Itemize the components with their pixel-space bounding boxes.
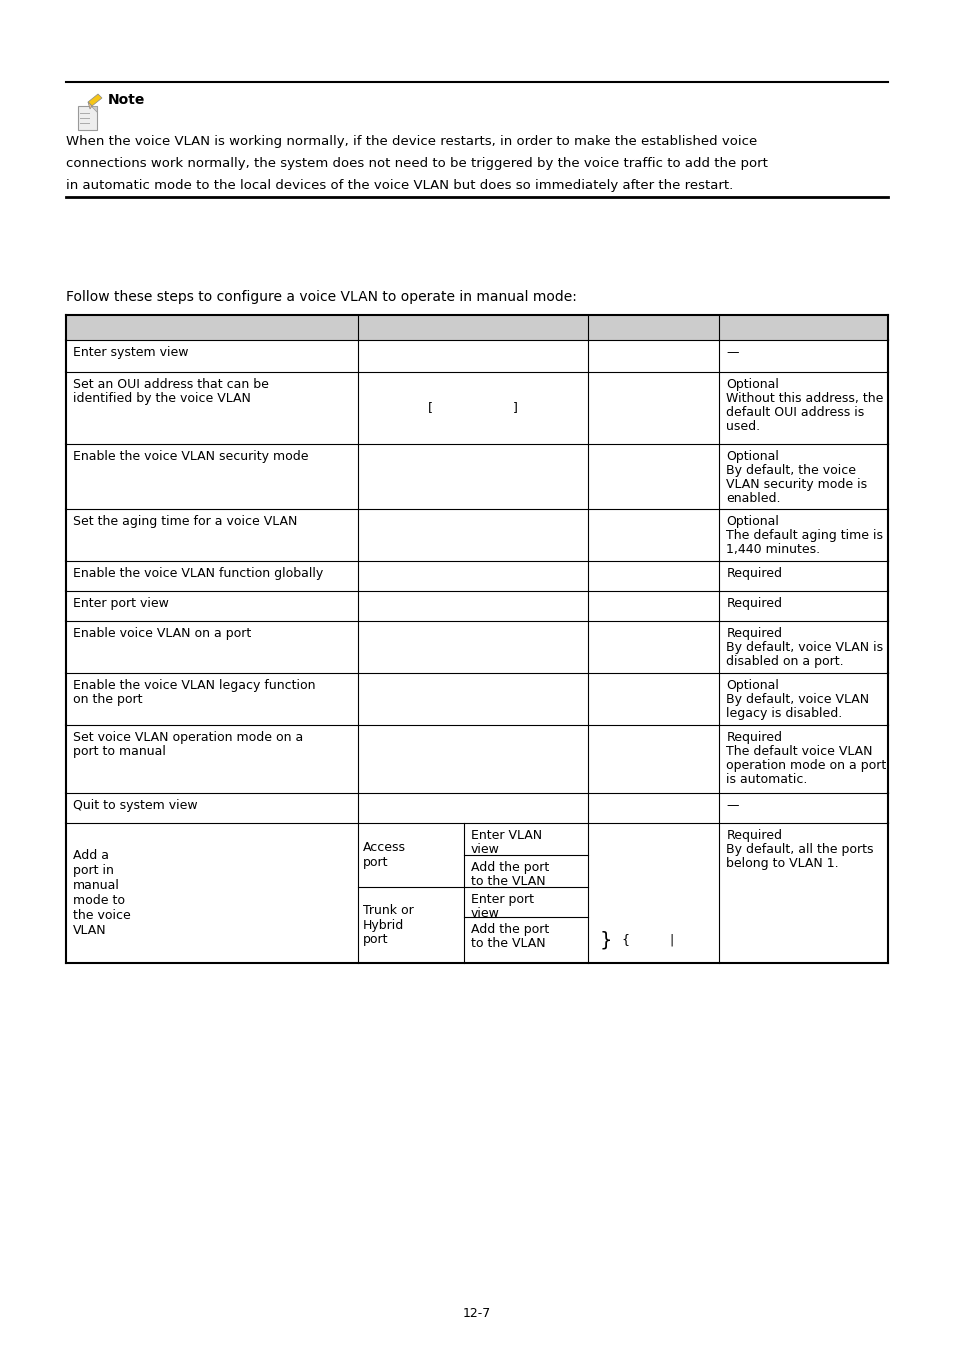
- Text: Optional: Optional: [726, 450, 779, 463]
- Polygon shape: [88, 95, 102, 107]
- Text: The default aging time is: The default aging time is: [726, 529, 882, 541]
- Text: By default, voice VLAN is: By default, voice VLAN is: [726, 641, 882, 653]
- Bar: [78, 107, 97, 130]
- Text: }: }: [599, 930, 612, 949]
- Polygon shape: [88, 103, 91, 109]
- Text: identified by the voice VLAN: identified by the voice VLAN: [73, 392, 251, 405]
- Text: Note: Note: [108, 93, 145, 107]
- Text: Add the port: Add the port: [470, 861, 548, 873]
- Text: Enable the voice VLAN function globally: Enable the voice VLAN function globally: [73, 567, 323, 580]
- Text: Trunk or
Hybrid
port: Trunk or Hybrid port: [362, 903, 414, 946]
- Text: disabled on a port.: disabled on a port.: [726, 655, 843, 668]
- Text: Enable the voice VLAN security mode: Enable the voice VLAN security mode: [73, 450, 308, 463]
- Text: By default, all the ports: By default, all the ports: [726, 842, 873, 856]
- Text: Set the aging time for a voice VLAN: Set the aging time for a voice VLAN: [73, 514, 297, 528]
- Text: on the port: on the port: [73, 693, 142, 706]
- Text: legacy is disabled.: legacy is disabled.: [726, 707, 841, 720]
- Text: —: —: [726, 346, 739, 359]
- Text: The default voice VLAN: The default voice VLAN: [726, 745, 872, 757]
- Text: connections work normally, the system does not need to be triggered by the voice: connections work normally, the system do…: [66, 157, 767, 170]
- Text: Set an OUI address that can be: Set an OUI address that can be: [73, 378, 269, 392]
- Text: view: view: [470, 842, 499, 856]
- Text: Add the port: Add the port: [470, 923, 548, 936]
- Text: Enable voice VLAN on a port: Enable voice VLAN on a port: [73, 626, 251, 640]
- Text: view: view: [470, 907, 499, 919]
- Text: 12-7: 12-7: [462, 1307, 491, 1320]
- Text: Set voice VLAN operation mode on a: Set voice VLAN operation mode on a: [73, 730, 303, 744]
- Text: is automatic.: is automatic.: [726, 774, 807, 786]
- Text: Quit to system view: Quit to system view: [73, 799, 197, 811]
- Text: to the VLAN: to the VLAN: [470, 875, 545, 888]
- Text: VLAN security mode is: VLAN security mode is: [726, 478, 866, 491]
- Bar: [66, 315, 887, 340]
- Text: default OUI address is: default OUI address is: [726, 406, 863, 418]
- Text: Add a
port in
manual
mode to
the voice
VLAN: Add a port in manual mode to the voice V…: [73, 849, 131, 937]
- Text: Optional: Optional: [726, 679, 779, 693]
- Text: When the voice VLAN is working normally, if the device restarts, in order to mak: When the voice VLAN is working normally,…: [66, 135, 757, 148]
- Text: Required: Required: [726, 597, 781, 610]
- Text: 1,440 minutes.: 1,440 minutes.: [726, 543, 820, 556]
- Text: Enable the voice VLAN legacy function: Enable the voice VLAN legacy function: [73, 679, 315, 693]
- Text: {          |: { |: [621, 933, 674, 946]
- Text: in automatic mode to the local devices of the voice VLAN but does so immediately: in automatic mode to the local devices o…: [66, 180, 733, 192]
- Text: port to manual: port to manual: [73, 745, 166, 757]
- Text: belong to VLAN 1.: belong to VLAN 1.: [726, 857, 839, 869]
- Polygon shape: [91, 107, 97, 112]
- Text: Required: Required: [726, 567, 781, 580]
- Text: to the VLAN: to the VLAN: [470, 937, 545, 950]
- Text: Follow these steps to configure a voice VLAN to operate in manual mode:: Follow these steps to configure a voice …: [66, 290, 577, 304]
- Text: Optional: Optional: [726, 378, 779, 392]
- Text: Required: Required: [726, 626, 781, 640]
- Text: Optional: Optional: [726, 514, 779, 528]
- Text: Required: Required: [726, 829, 781, 842]
- Text: Access
port: Access port: [362, 841, 405, 869]
- Text: Enter VLAN: Enter VLAN: [470, 829, 541, 842]
- Text: operation mode on a port: operation mode on a port: [726, 759, 885, 772]
- Text: enabled.: enabled.: [726, 491, 781, 505]
- Text: By default, voice VLAN: By default, voice VLAN: [726, 693, 869, 706]
- Text: used.: used.: [726, 420, 760, 433]
- Text: By default, the voice: By default, the voice: [726, 464, 856, 477]
- Text: [                    ]: [ ]: [428, 401, 517, 414]
- Text: Required: Required: [726, 730, 781, 744]
- Text: —: —: [726, 799, 739, 811]
- Text: Without this address, the: Without this address, the: [726, 392, 882, 405]
- Text: Enter port view: Enter port view: [73, 597, 169, 610]
- Text: Enter system view: Enter system view: [73, 346, 189, 359]
- Text: Enter port: Enter port: [470, 892, 533, 906]
